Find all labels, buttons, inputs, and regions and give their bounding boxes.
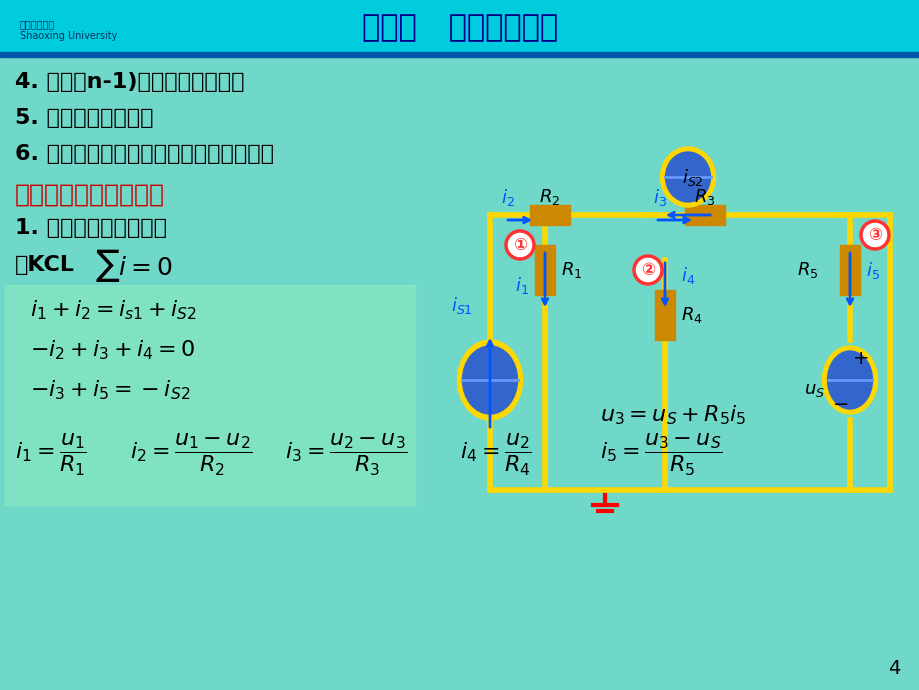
Text: $i_3 = \dfrac{u_2 - u_3}{R_3}$: $i_3 = \dfrac{u_2 - u_3}{R_3}$ xyxy=(285,432,407,478)
Text: 1. 节点电压方程的建立: 1. 节点电压方程的建立 xyxy=(15,218,167,238)
Text: $-$: $-$ xyxy=(831,393,847,411)
Text: $i_1$: $i_1$ xyxy=(515,275,528,295)
Text: 绍兴文理学院
Shaoxing University: 绍兴文理学院 Shaoxing University xyxy=(20,19,118,41)
Text: $i_5 = \dfrac{u_3 - u_S}{R_5}$: $i_5 = \dfrac{u_3 - u_S}{R_5}$ xyxy=(599,432,721,478)
Text: $i_2$: $i_2$ xyxy=(501,186,515,208)
Text: $i_{S2}$: $i_{S2}$ xyxy=(681,166,703,188)
Circle shape xyxy=(860,221,888,249)
Text: $\sum i = 0$: $\sum i = 0$ xyxy=(95,246,173,284)
Bar xyxy=(529,205,570,225)
Text: $u_3 = u_S + R_5 i_5$: $u_3 = u_S + R_5 i_5$ xyxy=(599,403,746,427)
Text: $u_S$: $u_S$ xyxy=(803,381,824,399)
Bar xyxy=(685,205,724,225)
Ellipse shape xyxy=(664,152,709,202)
Circle shape xyxy=(505,231,533,259)
Text: ③: ③ xyxy=(867,226,881,244)
Text: 第二章   电阻电路分析: 第二章 电阻电路分析 xyxy=(361,14,558,43)
Text: $i_{S1}$: $i_{S1}$ xyxy=(450,295,472,315)
Text: $i_2 = \dfrac{u_1 - u_2}{R_2}$: $i_2 = \dfrac{u_1 - u_2}{R_2}$ xyxy=(130,432,252,478)
Text: $R_3$: $R_3$ xyxy=(694,187,715,207)
Text: $+$: $+$ xyxy=(851,348,868,368)
Bar xyxy=(0,0,919,52)
Ellipse shape xyxy=(462,346,516,414)
Text: 三、节点分析法的内容: 三、节点分析法的内容 xyxy=(15,183,165,207)
Text: $i_3$: $i_3$ xyxy=(652,186,666,208)
Bar xyxy=(5,285,414,505)
Bar xyxy=(535,245,554,295)
Text: $i_1 + i_2 = i_{s1} + i_{S2}$: $i_1 + i_2 = i_{s1} + i_{S2}$ xyxy=(30,298,197,322)
Bar xyxy=(0,52,919,57)
Ellipse shape xyxy=(822,346,877,414)
Text: $R_2$: $R_2$ xyxy=(539,187,560,207)
Text: ②: ② xyxy=(641,261,654,279)
Circle shape xyxy=(633,256,662,284)
Text: $i_5$: $i_5$ xyxy=(865,259,879,281)
Text: $-i_2 + i_3 + i_4 = 0$: $-i_2 + i_3 + i_4 = 0$ xyxy=(30,338,195,362)
Text: $-i_3 + i_5 = -i_{S2}$: $-i_3 + i_5 = -i_{S2}$ xyxy=(30,378,190,402)
Text: 5. 必要时补充方程；: 5. 必要时补充方程； xyxy=(15,108,153,128)
Text: $i_4$: $i_4$ xyxy=(680,264,695,286)
Text: 4. 列出（n-1)个节点电压方程；: 4. 列出（n-1)个节点电压方程； xyxy=(15,72,244,92)
Text: $i_4 = \dfrac{u_2}{R_4}$: $i_4 = \dfrac{u_2}{R_4}$ xyxy=(460,432,531,478)
Text: 6. 求解节点电压，进而求电流、功率等。: 6. 求解节点电压，进而求电流、功率等。 xyxy=(15,144,274,164)
Text: $i_1 = \dfrac{u_1}{R_1}$: $i_1 = \dfrac{u_1}{R_1}$ xyxy=(15,432,87,478)
Bar xyxy=(839,245,859,295)
Text: ①: ① xyxy=(513,236,527,254)
Ellipse shape xyxy=(660,147,715,207)
Ellipse shape xyxy=(826,351,871,409)
Text: $R_1$: $R_1$ xyxy=(561,260,582,280)
Text: 由KCL: 由KCL xyxy=(15,255,75,275)
Text: $R_4$: $R_4$ xyxy=(680,305,702,325)
Text: 4: 4 xyxy=(887,659,899,678)
Bar xyxy=(654,290,675,340)
Ellipse shape xyxy=(457,340,522,420)
Text: $R_5$: $R_5$ xyxy=(796,260,817,280)
